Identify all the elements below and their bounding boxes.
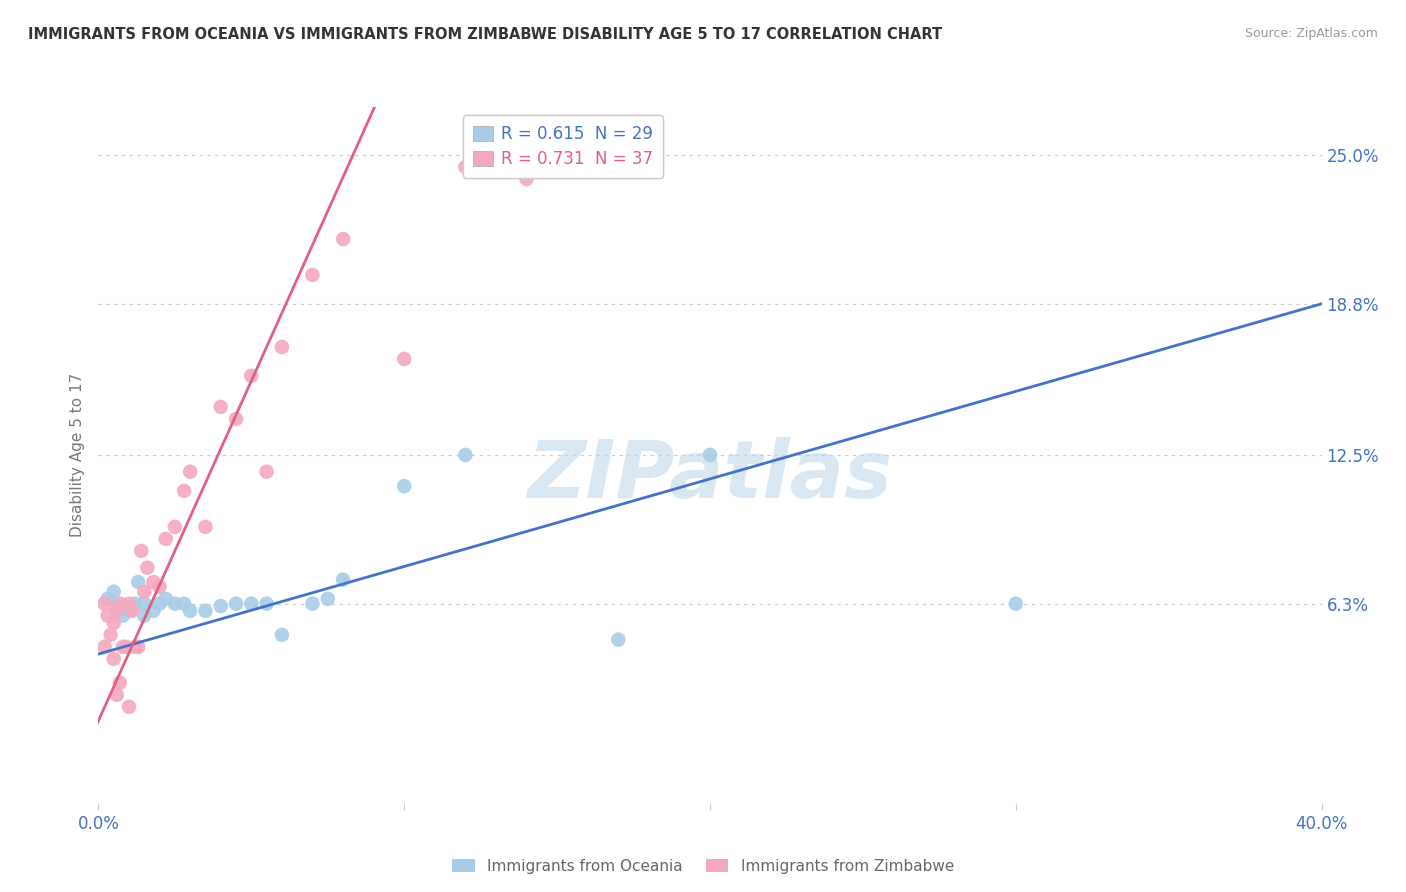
Point <box>173 597 195 611</box>
Point <box>134 597 156 611</box>
Point <box>256 465 278 479</box>
Point <box>127 575 149 590</box>
Point <box>155 532 177 546</box>
Point <box>121 604 143 618</box>
Point <box>209 599 232 613</box>
Point <box>301 268 323 282</box>
Point <box>100 628 122 642</box>
Point <box>256 597 278 611</box>
Point <box>134 608 156 623</box>
Point <box>225 597 247 611</box>
Point <box>173 483 195 498</box>
Point <box>316 591 339 606</box>
Point <box>149 597 172 611</box>
Point <box>105 599 128 613</box>
Point <box>332 573 354 587</box>
Point <box>392 351 416 366</box>
Point <box>103 615 125 630</box>
Point <box>454 448 477 462</box>
Point <box>129 544 152 558</box>
Point <box>225 412 247 426</box>
Point <box>179 604 201 618</box>
Point <box>240 368 263 383</box>
Point <box>149 580 172 594</box>
Point <box>118 604 141 618</box>
Point <box>163 520 186 534</box>
Point <box>607 632 630 647</box>
Point <box>194 604 217 618</box>
Point <box>97 591 120 606</box>
Point <box>301 597 323 611</box>
Y-axis label: Disability Age 5 to 17: Disability Age 5 to 17 <box>70 373 86 537</box>
Point <box>93 640 115 654</box>
Point <box>103 584 125 599</box>
Point <box>270 628 292 642</box>
Point <box>454 160 477 174</box>
Point <box>118 597 141 611</box>
Point <box>270 340 292 354</box>
Point <box>108 676 131 690</box>
Point <box>124 640 146 654</box>
Point <box>179 465 201 479</box>
Point <box>240 597 263 611</box>
Point <box>97 608 120 623</box>
Point <box>103 652 125 666</box>
Point <box>392 479 416 493</box>
Point <box>142 604 165 618</box>
Point <box>115 640 138 654</box>
Point <box>209 400 232 414</box>
Point <box>105 604 128 618</box>
Point <box>124 597 146 611</box>
Point <box>136 560 159 574</box>
Point <box>111 608 134 623</box>
Point <box>108 597 131 611</box>
Point <box>111 640 134 654</box>
Point <box>1004 597 1026 611</box>
Point <box>93 597 115 611</box>
Point <box>332 232 354 246</box>
Point <box>194 520 217 534</box>
Point <box>105 688 128 702</box>
Point <box>127 640 149 654</box>
Point <box>118 699 141 714</box>
Point <box>699 448 721 462</box>
Point <box>142 575 165 590</box>
Point <box>134 584 156 599</box>
Point <box>516 172 538 186</box>
Text: Source: ZipAtlas.com: Source: ZipAtlas.com <box>1244 27 1378 40</box>
Point <box>163 597 186 611</box>
Legend: R = 0.615  N = 29, R = 0.731  N = 37: R = 0.615 N = 29, R = 0.731 N = 37 <box>463 115 664 178</box>
Legend: Immigrants from Oceania, Immigrants from Zimbabwe: Immigrants from Oceania, Immigrants from… <box>446 853 960 880</box>
Text: ZIPatlas: ZIPatlas <box>527 437 893 515</box>
Text: IMMIGRANTS FROM OCEANIA VS IMMIGRANTS FROM ZIMBABWE DISABILITY AGE 5 TO 17 CORRE: IMMIGRANTS FROM OCEANIA VS IMMIGRANTS FR… <box>28 27 942 42</box>
Point <box>155 591 177 606</box>
